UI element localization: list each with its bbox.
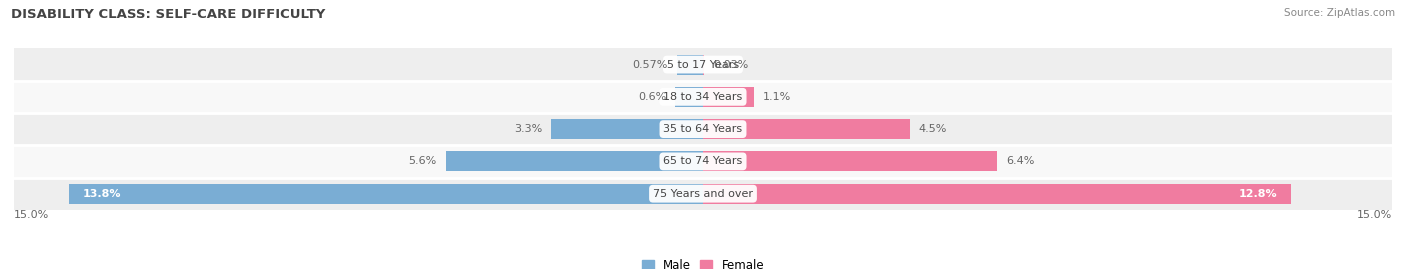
Text: 75 Years and over: 75 Years and over [652, 189, 754, 199]
Bar [703, 184, 1291, 204]
Text: 0.6%: 0.6% [638, 92, 666, 102]
Bar [14, 178, 1392, 210]
Text: Source: ZipAtlas.com: Source: ZipAtlas.com [1284, 8, 1395, 18]
Bar [703, 151, 997, 171]
Text: 5 to 17 Years: 5 to 17 Years [666, 59, 740, 70]
Bar [14, 113, 1392, 145]
Text: 12.8%: 12.8% [1239, 189, 1277, 199]
Bar [14, 81, 1392, 113]
Bar [676, 55, 703, 75]
Text: DISABILITY CLASS: SELF-CARE DIFFICULTY: DISABILITY CLASS: SELF-CARE DIFFICULTY [11, 8, 326, 21]
Text: 6.4%: 6.4% [1007, 156, 1035, 167]
Bar [14, 145, 1392, 178]
Text: 15.0%: 15.0% [1357, 210, 1392, 221]
Text: 18 to 34 Years: 18 to 34 Years [664, 92, 742, 102]
Bar [446, 151, 703, 171]
Text: 4.5%: 4.5% [920, 124, 948, 134]
Text: 1.1%: 1.1% [762, 92, 792, 102]
Text: 65 to 74 Years: 65 to 74 Years [664, 156, 742, 167]
Bar [675, 87, 703, 107]
Text: 35 to 64 Years: 35 to 64 Years [664, 124, 742, 134]
Text: 13.8%: 13.8% [83, 189, 121, 199]
Text: 15.0%: 15.0% [14, 210, 49, 221]
Legend: Male, Female: Male, Female [641, 259, 765, 269]
Text: 0.57%: 0.57% [633, 59, 668, 70]
Text: 5.6%: 5.6% [408, 156, 437, 167]
Bar [14, 48, 1392, 81]
Text: 0.03%: 0.03% [714, 59, 749, 70]
Bar [703, 87, 754, 107]
Bar [69, 184, 703, 204]
Bar [551, 119, 703, 139]
Text: 3.3%: 3.3% [515, 124, 543, 134]
Bar [703, 119, 910, 139]
